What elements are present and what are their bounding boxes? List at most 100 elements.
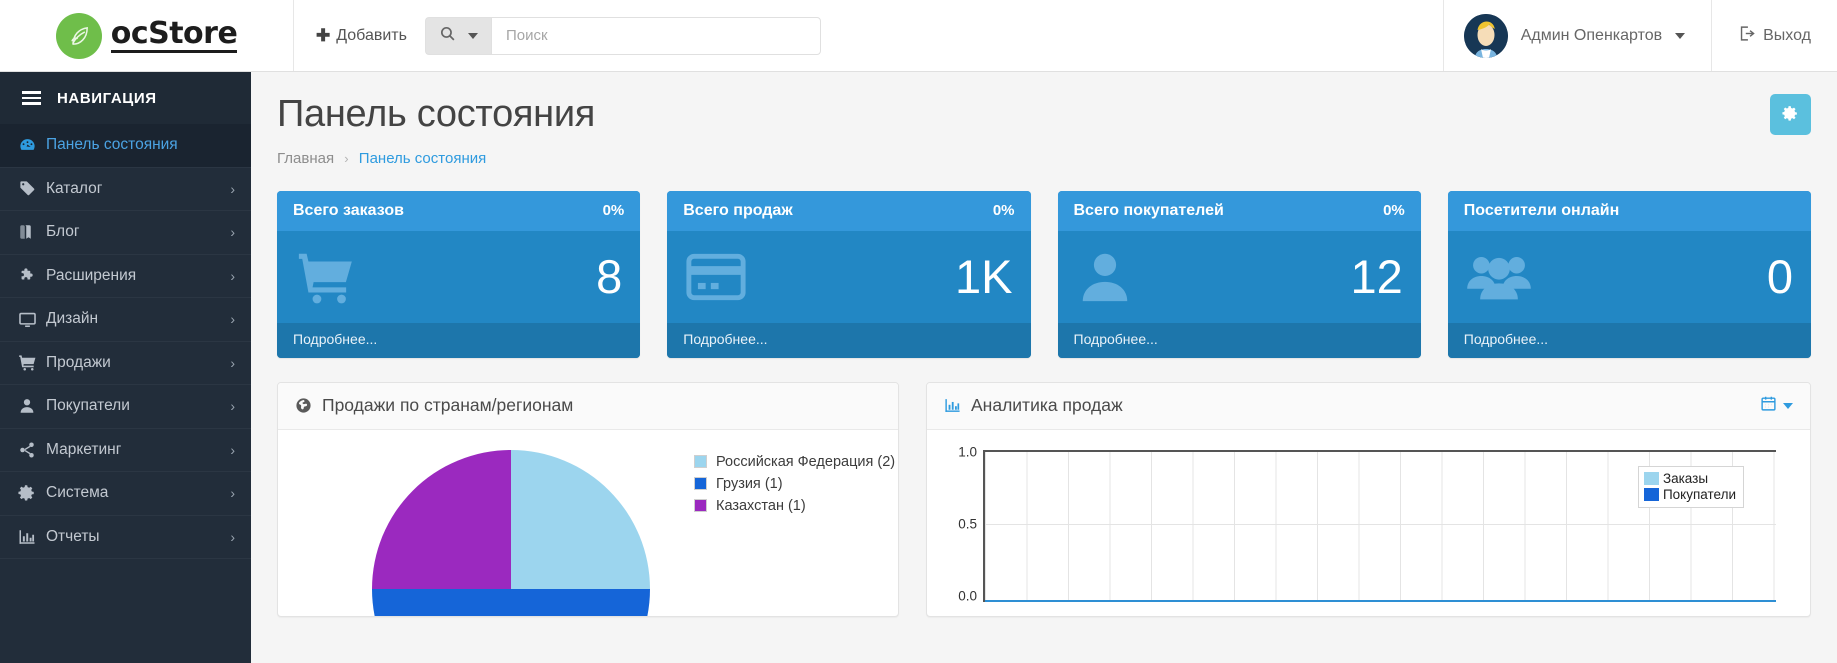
cart-icon [18, 353, 46, 372]
sidebar-item-system[interactable]: Система › [0, 472, 251, 516]
search-input[interactable] [490, 16, 821, 55]
chevron-right-icon: › [230, 485, 235, 502]
chevron-right-icon: › [230, 354, 235, 371]
chevron-right-icon: › [230, 267, 235, 284]
search-group [424, 16, 821, 55]
book-icon [18, 223, 46, 241]
sidebar-item-label: Каталог [46, 179, 103, 197]
sidebar-item-label: Панель состояния [46, 136, 178, 154]
panel-body: Российская Федерация (2) Грузия (1) Каза… [278, 430, 898, 616]
dashboard-icon [18, 136, 46, 155]
chart-legend: Заказы Покупатели [1637, 465, 1744, 508]
calendar-icon [1760, 395, 1777, 417]
legend-label: Казахстан (1) [716, 497, 806, 514]
dashboard-panels: Продажи по странам/регионам Российская Ф… [251, 358, 1837, 617]
stat-card-header: Всего продаж 0% [667, 190, 1031, 231]
stat-card-body: 8 [277, 231, 640, 323]
sidebar-item-sales[interactable]: Продажи › [0, 342, 251, 385]
caret-down-icon [467, 32, 478, 39]
sidebar-item-reports[interactable]: Отчеты › [0, 516, 251, 559]
page-header: Панель состояния Главная › Панель состоя… [251, 72, 1837, 167]
stat-card-value: 0 [1766, 250, 1793, 304]
panel-title: Аналитика продаж [944, 395, 1123, 416]
stat-card-value: 1K [955, 250, 1013, 304]
chevron-right-icon: › [230, 224, 235, 241]
puzzle-icon [18, 266, 46, 285]
breadcrumb: Главная › Панель состояния [277, 150, 1811, 167]
y-tick: 0.0 [958, 588, 977, 604]
gear-icon [1782, 105, 1799, 125]
brand-logo[interactable]: ocStore [0, 0, 294, 71]
legend-label: Заказы [1662, 470, 1709, 486]
sidebar-item-label: Продажи [46, 353, 111, 371]
legend-swatch [694, 477, 707, 491]
stat-card-total-customers: Всего покупателей 0% 12 Подробнее... [1057, 190, 1421, 358]
tag-icon [18, 179, 46, 198]
sidebar-item-customers[interactable]: Покупатели › [0, 385, 251, 429]
user-menu[interactable]: Админ Опенкартов [1442, 0, 1711, 71]
panel-sales-analytics: Аналитика продаж [926, 381, 1811, 617]
stat-cards: Всего заказов 0% 8 Подробнее... Всего пр… [251, 167, 1837, 358]
stat-card-more-link[interactable]: Подробнее... [1057, 322, 1421, 358]
chevron-right-icon: › [230, 180, 235, 197]
legend-label: Российская Федерация (2) [716, 453, 896, 470]
cart-icon [295, 246, 357, 308]
bar-chart-icon [18, 528, 46, 546]
legend-item: Заказы [1643, 470, 1736, 486]
breadcrumb-home[interactable]: Главная [277, 149, 335, 167]
date-range-dropdown[interactable] [1760, 395, 1793, 417]
globe-icon [295, 397, 312, 414]
stat-card-body: 12 [1058, 231, 1421, 323]
plot-area: Заказы Покупатели [983, 449, 1776, 602]
panel-title-label: Аналитика продаж [971, 395, 1123, 416]
stat-card-visitors-online: Посетители онлайн 0 Подробнее... [1447, 190, 1811, 358]
sidebar-header-label: НАВИГАЦИЯ [57, 89, 157, 107]
legend-swatch [1643, 487, 1659, 501]
monitor-icon [18, 310, 46, 329]
logout-button[interactable]: Выход [1711, 0, 1837, 71]
sidebar-item-label: Система [46, 484, 109, 502]
legend-label: Покупатели [1662, 486, 1736, 502]
sidebar: НАВИГАЦИЯ Панель состояния Каталог › Бло… [0, 72, 251, 663]
caret-down-icon [1783, 402, 1793, 409]
stat-card-header: Всего покупателей 0% [1057, 190, 1421, 231]
sidebar-item-blog[interactable]: Блог › [0, 211, 251, 255]
stat-card-more-link[interactable]: Подробнее... [1447, 322, 1811, 358]
share-icon [18, 441, 46, 459]
pie-chart [372, 449, 650, 616]
stat-card-more-link[interactable]: Подробнее... [667, 322, 1031, 358]
search-filter-dropdown[interactable] [424, 16, 491, 55]
stat-card-total-orders: Всего заказов 0% 8 Подробнее... [277, 190, 641, 358]
sidebar-header[interactable]: НАВИГАЦИЯ [0, 72, 251, 124]
topbar-user-area: Админ Опенкартов Выход [1442, 0, 1837, 71]
y-axis-labels: 1.0 0.5 0.0 [943, 444, 977, 604]
sidebar-item-design[interactable]: Дизайн › [0, 298, 251, 342]
sidebar-item-catalog[interactable]: Каталог › [0, 168, 251, 211]
series-line-orders [985, 599, 1776, 602]
user-icon [18, 397, 46, 415]
sidebar-item-dashboard[interactable]: Панель состояния [0, 124, 251, 168]
stat-card-more-link[interactable]: Подробнее... [277, 322, 641, 358]
stat-card-value: 8 [596, 250, 623, 304]
chevron-right-icon: › [230, 311, 235, 328]
credit-card-icon [685, 249, 747, 305]
logout-label: Выход [1763, 26, 1811, 44]
panel-body: 1.0 0.5 0.0 Заказы [927, 430, 1810, 616]
user-name: Админ Опенкартов [1520, 26, 1663, 44]
chevron-down-icon [1675, 32, 1686, 39]
stat-card-title: Всего покупателей [1073, 201, 1224, 219]
dashboard-settings-button[interactable] [1770, 94, 1811, 135]
panel-title-label: Продажи по странам/регионам [322, 395, 574, 416]
sidebar-item-label: Расширения [46, 266, 137, 284]
y-tick: 0.5 [958, 516, 977, 532]
sidebar-item-marketing[interactable]: Маркетинг › [0, 429, 251, 472]
y-tick: 1.0 [958, 444, 977, 460]
sign-out-icon [1738, 25, 1755, 47]
sidebar-item-extensions[interactable]: Расширения › [0, 255, 251, 298]
leaf-icon [55, 12, 102, 59]
sidebar-item-label: Дизайн [46, 310, 99, 328]
add-button[interactable]: ✚ Добавить [312, 21, 411, 51]
bar-chart-icon [944, 397, 961, 414]
sidebar-item-label: Покупатели [46, 397, 130, 415]
stat-card-header: Всего заказов 0% [277, 190, 641, 231]
